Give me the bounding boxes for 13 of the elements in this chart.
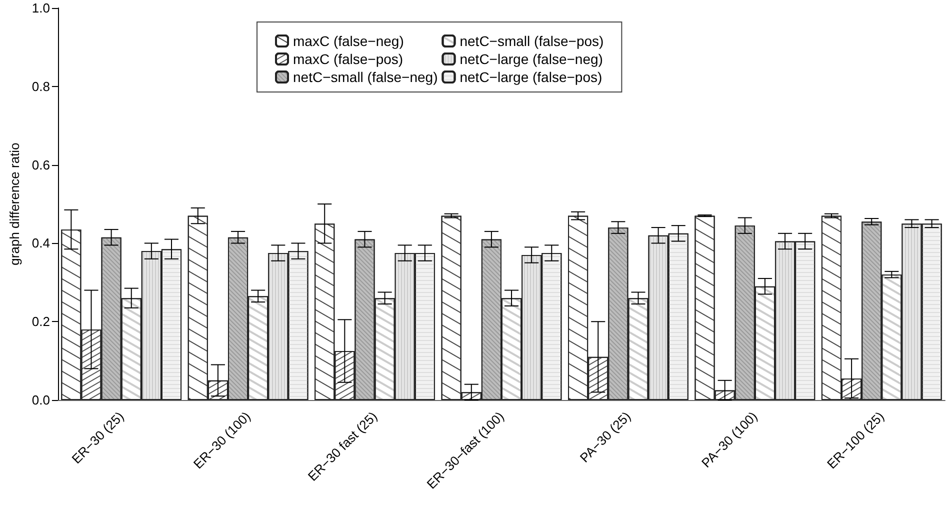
- y-axis-title: graph difference ratio: [7, 142, 22, 266]
- legend-label: netC−small (false−pos): [460, 33, 604, 49]
- legend-label: netC−large (false−neg): [460, 51, 603, 67]
- legend-label: maxC (false−pos): [293, 51, 404, 67]
- y-tick-label: 0.6: [32, 157, 50, 172]
- legend-label: netC−small (false−neg): [293, 69, 438, 85]
- y-tick-label: 0.4: [32, 236, 50, 251]
- legend-label: netC−large (false−pos): [460, 69, 602, 85]
- y-tick-label: 0.2: [32, 314, 50, 330]
- legend-label: maxC (false−neg): [293, 33, 404, 49]
- y-tick-label: 0.0: [32, 392, 50, 408]
- y-tick-label: 1.0: [32, 0, 50, 16]
- y-tick-label: 0.8: [32, 78, 50, 94]
